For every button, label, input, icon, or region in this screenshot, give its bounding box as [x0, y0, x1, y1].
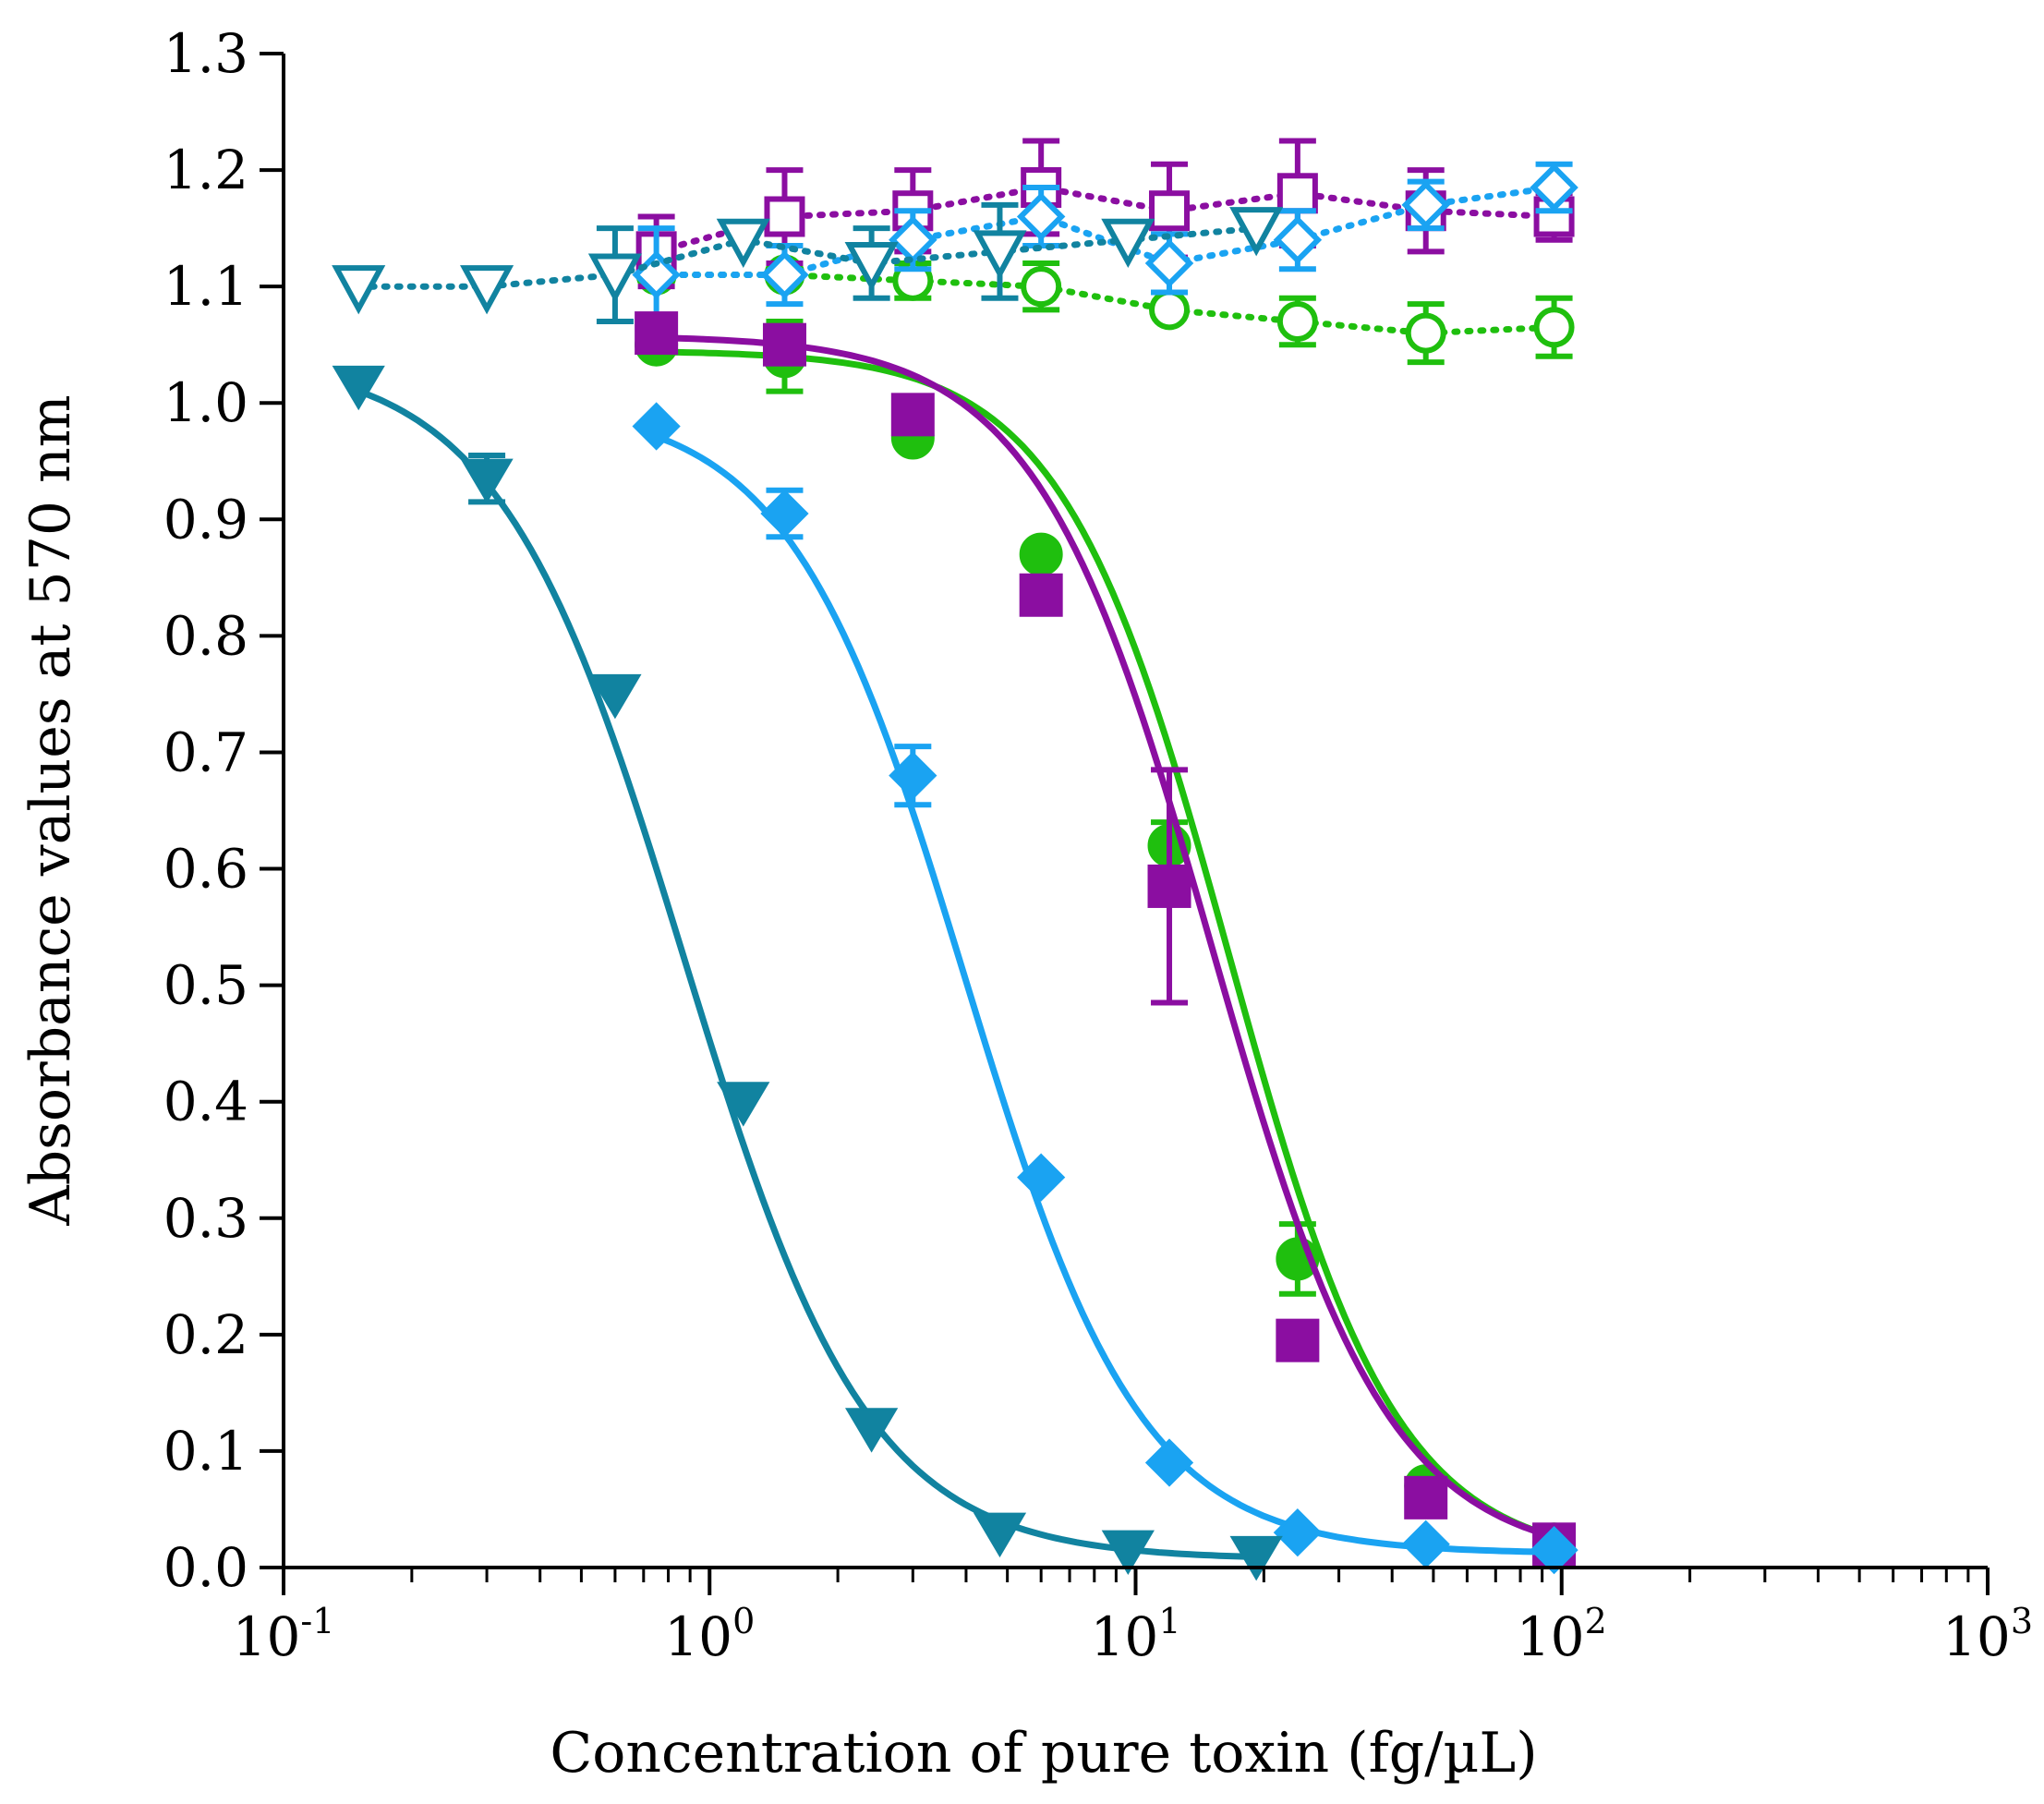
data-point	[764, 196, 805, 237]
x-tick-label: 100	[664, 1601, 755, 1668]
dotted-line	[653, 272, 1558, 337]
data-point	[632, 402, 681, 451]
y-tick-label: 0.3	[163, 1187, 248, 1250]
data-point	[1019, 532, 1063, 576]
y-tick-label: 0.2	[163, 1303, 248, 1366]
data-point	[587, 253, 642, 303]
y-tick-label: 1.3	[163, 22, 248, 85]
y-tick-label: 0.4	[163, 1071, 248, 1133]
data-point	[973, 230, 1027, 280]
y-tick-label: 1.0	[163, 371, 248, 434]
y-tick-label: 0.7	[163, 720, 248, 783]
data-point	[1533, 307, 1575, 348]
fit-curve	[655, 433, 1554, 1556]
data-point	[1273, 215, 1323, 264]
y-tick-label: 0.6	[163, 838, 248, 901]
y-tick-label: 1.1	[163, 255, 248, 318]
series-layer	[332, 138, 1578, 1581]
dotted-line	[355, 224, 1260, 290]
y-tick-label: 0.5	[163, 954, 248, 1017]
data-point	[1144, 1438, 1194, 1487]
data-point	[1101, 218, 1155, 268]
y-tick-label: 1.2	[163, 139, 248, 201]
data-point	[890, 393, 935, 437]
data-point	[844, 1408, 899, 1453]
data-point	[1401, 180, 1450, 230]
series-teal-filled-triangles	[332, 365, 1283, 1581]
ticks-layer: 0.0 0.1 0.2 0.3 0.4 0.5 0.6 0.7 0.8 0.9 1.0 1.1 1.2 1…	[163, 22, 2033, 1668]
series-lightblue-filled-diamonds	[632, 402, 1578, 1575]
data-point	[762, 322, 806, 367]
data-point	[1021, 266, 1062, 308]
data-point	[1404, 1475, 1448, 1519]
fit-curve	[357, 388, 1257, 1560]
series-green-open-circles	[635, 254, 1575, 366]
data-point	[1405, 312, 1446, 354]
series-teal-open-triangles	[332, 201, 1284, 324]
data-point	[332, 265, 386, 315]
data-point	[973, 1512, 1027, 1558]
y-tick-label: 0.9	[163, 488, 248, 551]
data-point	[1401, 1519, 1450, 1568]
data-point	[1276, 300, 1318, 342]
data-point	[1101, 1530, 1155, 1576]
data-point	[844, 241, 899, 292]
data-point	[460, 265, 514, 315]
data-point	[1017, 1153, 1066, 1202]
data-point	[760, 489, 809, 539]
data-point	[1276, 1318, 1320, 1362]
data-point	[1144, 238, 1194, 288]
y-tick-label: 0.0	[163, 1536, 248, 1599]
data-point	[1273, 1508, 1322, 1557]
y-tick-label: 0.1	[163, 1420, 248, 1483]
data-point	[332, 365, 385, 411]
data-point	[1276, 173, 1318, 214]
x-tick-label: 10-1	[233, 1601, 335, 1668]
data-point	[1530, 1525, 1578, 1575]
series-lightblue-open-diamonds	[632, 161, 1578, 324]
x-axis-title: Concentration of pure toxin (fg/µL)	[550, 1721, 1537, 1786]
data-point	[716, 218, 770, 268]
data-point	[717, 1082, 770, 1127]
x-tick-label: 103	[1942, 1601, 2033, 1668]
data-point	[760, 250, 809, 299]
data-point	[635, 311, 679, 356]
data-point	[1229, 1535, 1283, 1581]
data-point	[1149, 190, 1191, 232]
y-axis-title: Absorbance values at 570 nm	[18, 394, 83, 1226]
data-point	[1229, 207, 1284, 257]
x-tick-label: 102	[1517, 1601, 1607, 1668]
x-tick-label: 101	[1091, 1601, 1181, 1668]
y-tick-label: 0.8	[163, 604, 248, 667]
dotted-line	[653, 184, 1558, 255]
series-purple-filled-squares	[635, 311, 1577, 1567]
data-point	[588, 673, 642, 720]
data-point	[1019, 573, 1063, 617]
data-point	[1530, 163, 1578, 212]
data-point	[1147, 864, 1191, 908]
data-point	[460, 458, 514, 504]
data-point	[1016, 192, 1066, 241]
data-point	[889, 751, 937, 800]
data-point	[1149, 289, 1191, 331]
